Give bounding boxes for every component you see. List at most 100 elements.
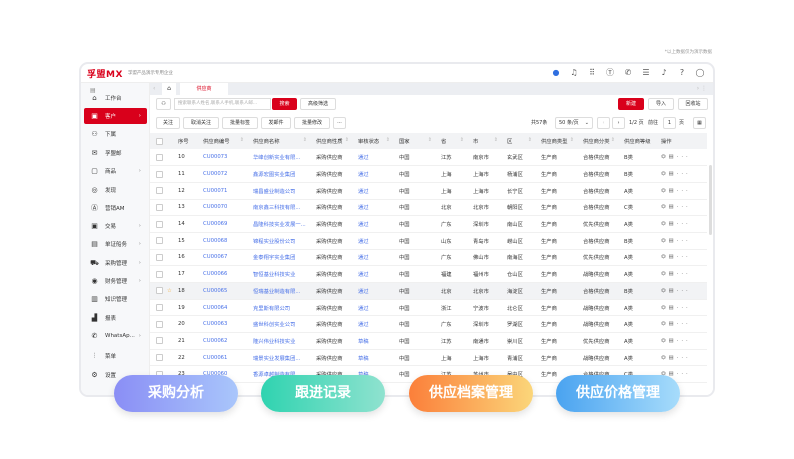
note-icon[interactable]: ▤	[668, 221, 677, 228]
sidebar-item-10[interactable]: ◉ 财务管理 ›	[84, 273, 147, 289]
row-select-cell[interactable]	[150, 265, 172, 283]
tag-icon[interactable]: ⏣	[661, 171, 669, 178]
more-icon[interactable]: ···	[676, 321, 691, 328]
tag-icon[interactable]: ⏣	[661, 237, 669, 244]
row-checkbox[interactable]	[156, 320, 163, 328]
supplier-code-cell[interactable]: CU00073	[197, 149, 247, 167]
vertical-scrollbar[interactable]	[709, 165, 712, 235]
note-icon[interactable]: ▤	[668, 354, 677, 361]
table-row[interactable]: ☆ 18 CU00065 恒瑞基业制造有限... 采购供应商 通过 中国 北京 北京市 海淀区 生产…	[150, 282, 707, 300]
note-icon[interactable]: ▤	[668, 271, 677, 278]
row-checkbox[interactable]	[156, 287, 163, 295]
row-select-cell[interactable]	[150, 165, 172, 183]
help-icon[interactable]: ?	[679, 68, 685, 77]
sidebar-item-9[interactable]: ⛟ 采购管理 ›	[84, 255, 147, 271]
supplier-name-cell[interactable]: 南京鑫三科技有限...	[247, 199, 310, 217]
sort-icon[interactable]: ⇕	[569, 137, 574, 143]
table-row[interactable]: 16 CU00067 金泰翔宇实业集团 采购供应商 通过 中国 广东 佛山市 南海区 生产商 优先供…	[150, 249, 707, 267]
sidebar-item-8[interactable]: ▤ 单证船务 ›	[84, 236, 147, 252]
supplier-name-cell[interactable]: 瑞景实业发展集团...	[247, 349, 310, 367]
supplier-code-cell[interactable]: CU00071	[197, 182, 247, 200]
note-icon[interactable]: ▤	[668, 171, 677, 178]
row-checkbox[interactable]	[156, 253, 163, 261]
more-icon[interactable]: ···	[676, 237, 691, 244]
column-header[interactable]: 供应商等级	[618, 133, 655, 149]
page-size-select[interactable]: 50 条/页 ⌄	[555, 117, 593, 129]
more-actions-button[interactable]: ···	[333, 117, 346, 129]
sidebar-item-3[interactable]: ✉ 孚盟邮	[84, 145, 147, 161]
column-header[interactable]: 供应商性质 ⇕	[310, 133, 352, 149]
unfollow-button[interactable]: 取消关注	[183, 117, 219, 129]
tag-icon[interactable]: ⏣	[661, 221, 669, 228]
sort-icon[interactable]: ⇕	[385, 137, 390, 143]
advanced-filter-button[interactable]: 高级筛选	[300, 98, 336, 110]
tag-icon[interactable]: ⏣	[661, 204, 669, 211]
more-icon[interactable]: ···	[676, 221, 691, 228]
column-header[interactable]: 供应商编号 ⇕	[197, 133, 247, 149]
headset-icon[interactable]: ♫	[570, 68, 578, 77]
supplier-name-cell[interactable]: 恒瑞基业制造有限...	[247, 282, 310, 300]
feature-button-1[interactable]: 跟进记录	[261, 375, 385, 412]
note-icon[interactable]: ▤	[668, 321, 677, 328]
bell-icon[interactable]: ♪	[661, 68, 667, 77]
home-tab-icon[interactable]: ⌂	[162, 83, 176, 95]
search-input[interactable]: 搜索联系人姓名,联系人手机,联系人邮...	[174, 98, 271, 110]
sidebar-item-0[interactable]: ⌂ 工作台	[84, 90, 147, 106]
tab-suppliers[interactable]: 供应商	[180, 83, 228, 95]
row-checkbox[interactable]	[156, 354, 163, 362]
supplier-code-cell[interactable]: CU00064	[197, 299, 247, 317]
tag-icon[interactable]: ⏣	[661, 337, 669, 344]
row-select-cell[interactable]	[150, 149, 172, 167]
batch-edit-button[interactable]: 批量修改	[294, 117, 330, 129]
row-select-cell[interactable]	[150, 199, 172, 217]
person-filter-icon[interactable]: ⚇	[156, 98, 171, 110]
search-button[interactable]: 搜索	[272, 98, 297, 110]
row-select-cell[interactable]: ☆	[150, 282, 172, 300]
table-row[interactable]: 14 CU00069 昌隆科技实业发展一... 采购供应商 通过 中国 广东 深圳市 南山区 生产…	[150, 215, 707, 233]
more-icon[interactable]: ···	[676, 154, 691, 161]
list-check-icon[interactable]: ☰	[642, 68, 650, 77]
sort-icon[interactable]: ⇕	[493, 137, 498, 143]
supplier-code-cell[interactable]: CU00067	[197, 249, 247, 267]
more-icon[interactable]: ···	[676, 304, 691, 311]
sidebar-item-5[interactable]: ◎ 发现	[84, 182, 147, 198]
t-circle-icon[interactable]: Ⓣ	[606, 68, 614, 77]
supplier-name-cell[interactable]: 隆兴伟业科技实业	[247, 332, 310, 350]
supplier-name-cell[interactable]: 盛世科创实业公司	[247, 315, 310, 334]
next-page-button[interactable]: ›	[612, 117, 625, 129]
note-icon[interactable]: ▤	[668, 204, 677, 211]
column-header[interactable]: 市 ⇕	[467, 133, 501, 149]
more-icon[interactable]: ···	[676, 187, 691, 194]
supplier-code-cell[interactable]: CU00069	[197, 215, 247, 233]
supplier-code-cell[interactable]: CU00065	[197, 282, 247, 300]
column-header[interactable]: 供应商类型 ⇕	[535, 133, 577, 149]
table-row[interactable]: 20 CU00063 盛世科创实业公司 采购供应商 通过 中国 广东 深圳市 罗湖区 生产商 战略供…	[150, 315, 707, 334]
table-row[interactable]: 19 CU00064 克里斯有限公司 采购供应商 通过 中国 浙江 宁波市 北仑区 生产商 战略供应…	[150, 299, 707, 317]
table-row[interactable]: 11 CU00072 鑫源宏图实业集团 采购供应商 通过 中国 上海 上海市 杨浦区 生产商 合格供…	[150, 165, 707, 183]
supplier-name-cell[interactable]: 克里斯有限公司	[247, 299, 310, 317]
sort-icon[interactable]: ⇕	[427, 137, 432, 143]
prev-page-button[interactable]: ‹	[597, 117, 610, 129]
note-icon[interactable]: ▤	[668, 371, 677, 378]
avatar-icon[interactable]: ◯	[695, 68, 705, 77]
sidebar-item-1[interactable]: ▣ 客户 ›	[84, 108, 147, 124]
sort-icon[interactable]: ⇕	[527, 137, 532, 143]
sidebar-item-12[interactable]: ▟ 报表	[84, 310, 147, 326]
column-header[interactable]: 国家 ⇕	[393, 133, 435, 149]
tag-icon[interactable]: ⏣	[661, 354, 669, 361]
table-row[interactable]: 13 CU00070 南京鑫三科技有限... 采购供应商 通过 中国 北京 北京市 朝阳区 生产商…	[150, 199, 707, 217]
sidebar-item-2[interactable]: ⚇ 下属	[84, 126, 147, 142]
sort-icon[interactable]: ⇕	[344, 137, 349, 143]
tag-icon[interactable]: ⏣	[661, 271, 669, 278]
sidebar-item-11[interactable]: ▥ 知识管理	[84, 291, 147, 307]
table-row[interactable]: 10 CU00073 华峰创新实业有限... 采购供应商 通过 中国 江苏 南京市 玄武区 生产商…	[150, 149, 707, 167]
supplier-code-cell[interactable]: CU00070	[197, 199, 247, 217]
supplier-name-cell[interactable]: 瑞昌盛业制造公司	[247, 182, 310, 200]
more-icon[interactable]: ···	[676, 287, 691, 294]
sort-icon[interactable]: ⇕	[610, 137, 615, 143]
row-checkbox[interactable]	[156, 237, 163, 245]
table-row[interactable]: 17 CU00066 智恒基业科技实业 采购供应商 通过 中国 福建 福州市 仓山区 生产商 战略供…	[150, 265, 707, 283]
supplier-code-cell[interactable]: CU00072	[197, 165, 247, 183]
column-header[interactable]: 区 ⇕	[501, 133, 535, 149]
column-header[interactable]: 省 ⇕	[435, 133, 467, 149]
